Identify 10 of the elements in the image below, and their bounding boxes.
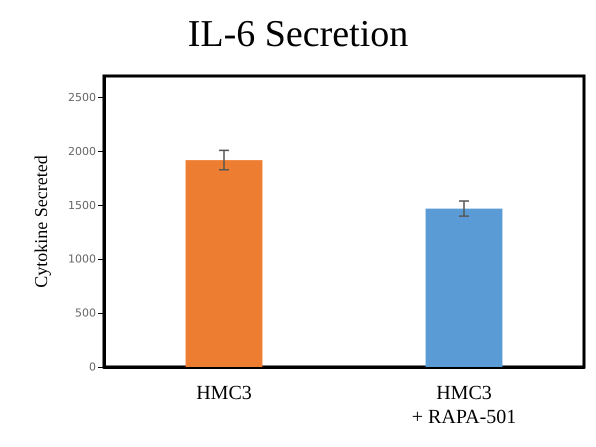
y-tick-label: 2500 [68,91,96,104]
y-tick-label: 0 [89,360,96,374]
x-tick-label: HMC3 + RAPA-501 [412,382,516,428]
x-tick-label: HMC3 [196,382,252,404]
y-axis-title: Cytokine Secreted [31,155,51,288]
y-tick-label: 1000 [68,252,96,266]
y-tick-label: 1500 [68,198,96,212]
y-tick-label: 500 [75,306,96,320]
chart-title: IL-6 Secretion [188,13,408,55]
y-tick-label: 2000 [68,144,96,158]
